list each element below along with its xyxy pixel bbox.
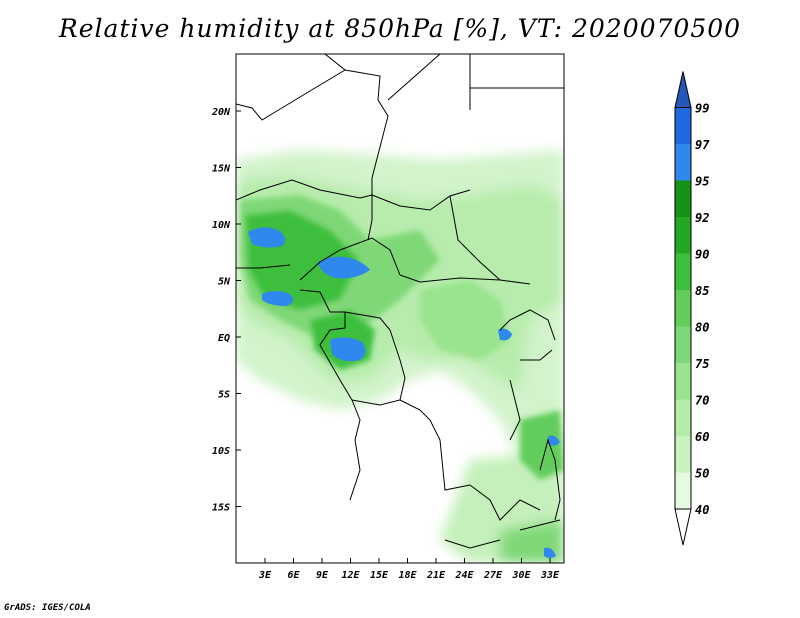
colorbar-bin bbox=[674, 508, 692, 546]
lon-tick-label: 24E bbox=[454, 570, 474, 581]
latitude-axis: 20N 15N 10N 5N EQ 5S 10S 15S bbox=[211, 107, 241, 514]
lon-tick-label: 21E bbox=[426, 570, 446, 581]
colorbar-bin bbox=[675, 290, 691, 327]
colorbar-bin bbox=[675, 107, 691, 144]
grads-credit: GrADS: IGES/COLA bbox=[4, 603, 91, 613]
colorbar-bin bbox=[675, 363, 691, 400]
colorbar-label: 92 bbox=[695, 211, 709, 225]
colorbar-bin bbox=[675, 326, 691, 363]
colorbar-label: 99 bbox=[695, 102, 709, 116]
lat-tick-label: 20N bbox=[211, 107, 231, 118]
lat-tick-label: 15S bbox=[212, 503, 230, 514]
colorbar-bin bbox=[675, 144, 691, 181]
colorbar-bin bbox=[675, 472, 691, 509]
lat-tick-label: EQ bbox=[218, 333, 230, 344]
colorbar-bin bbox=[675, 217, 691, 254]
colorbar-label: 75 bbox=[695, 357, 709, 371]
colorbar-frame bbox=[674, 107, 692, 510]
colorbar-label: 70 bbox=[695, 394, 709, 408]
lat-tick-label: 5N bbox=[218, 277, 231, 288]
longitude-axis: 3E 6E 9E 12E 15E 18E 21E 24E 27E 30E 33E bbox=[258, 558, 560, 581]
colorbar-bin bbox=[675, 399, 691, 436]
lat-tick-label: 10S bbox=[212, 446, 230, 457]
colorbar-label: 90 bbox=[695, 248, 709, 262]
colorbar-label: 40 bbox=[695, 503, 709, 517]
lat-tick-label: 10N bbox=[212, 220, 231, 231]
colorbar: 40 50 60 70 75 80 85 90 92 95 97 99 bbox=[674, 71, 710, 546]
lat-tick-label: 5S bbox=[218, 390, 230, 401]
colorbar-label: 85 bbox=[695, 284, 709, 298]
lon-tick-label: 30E bbox=[511, 570, 531, 581]
colorbar-label: 60 bbox=[695, 430, 709, 444]
country-borders bbox=[236, 54, 564, 549]
colorbar-label: 80 bbox=[695, 321, 709, 335]
lon-tick-label: 15E bbox=[370, 570, 389, 581]
lon-tick-label: 12E bbox=[341, 570, 360, 581]
colorbar-label: 97 bbox=[695, 138, 710, 152]
colorbar-bin bbox=[675, 180, 691, 217]
colorbar-label: 50 bbox=[695, 467, 709, 481]
colorbar-bin bbox=[674, 71, 692, 108]
colorbar-bin bbox=[675, 436, 691, 473]
lon-tick-label: 18E bbox=[398, 570, 417, 581]
colorbar-bin bbox=[675, 253, 691, 290]
lat-tick-label: 15N bbox=[212, 164, 231, 175]
colorbar-label: 95 bbox=[695, 175, 709, 189]
lon-tick-label: 9E bbox=[316, 570, 329, 581]
lon-tick-label: 6E bbox=[287, 570, 300, 581]
lon-tick-label: 3E bbox=[258, 570, 272, 581]
chart-title: Relative humidity at 850hPa [%], VT: 202… bbox=[58, 14, 742, 43]
humidity-field bbox=[236, 54, 564, 563]
plot-frame bbox=[235, 53, 565, 564]
lon-tick-label: 33E bbox=[540, 570, 560, 581]
lon-tick-label: 27E bbox=[483, 570, 503, 581]
